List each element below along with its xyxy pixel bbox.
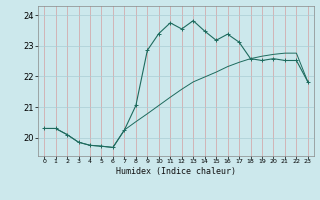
- X-axis label: Humidex (Indice chaleur): Humidex (Indice chaleur): [116, 167, 236, 176]
